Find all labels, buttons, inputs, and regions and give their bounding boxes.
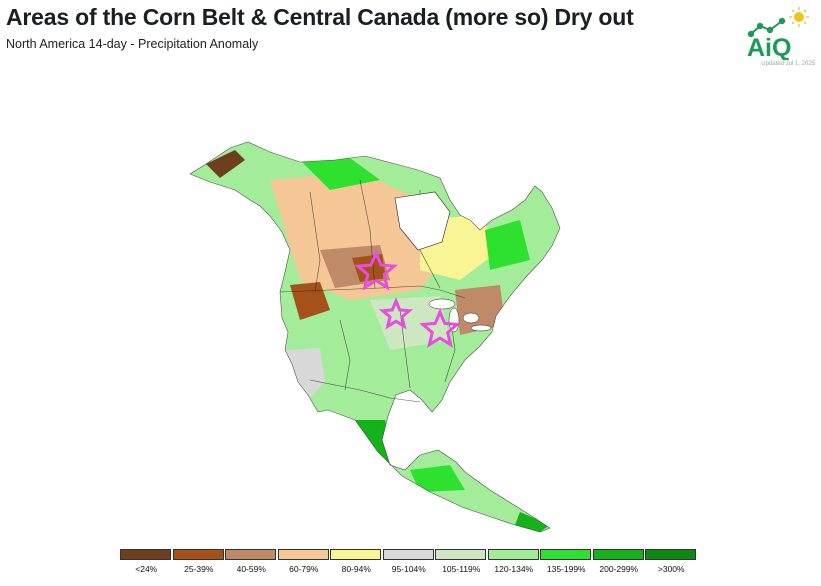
legend-swatch [382,549,434,560]
legend-swatch [435,549,486,560]
legend-swatch [172,549,224,560]
legend-swatch [592,549,644,560]
aiq-logo: AiQ [747,7,809,60]
legend-label: 135-199% [546,564,586,574]
page-subtitle: North America 14-day - Precipitation Ano… [6,37,259,51]
trend-line-icon [747,17,786,38]
legend-label: <24% [135,564,158,574]
updated-date: Updated Jul 1, 2025 [761,61,815,67]
legend-label: 95-104% [391,564,426,574]
legend-label: 25-39% [184,564,214,574]
precipitation-anomaly-map [189,141,561,533]
legend-label: 105-119% [442,564,481,574]
legend-label: >300% [657,564,685,574]
legend-swatch [225,549,276,560]
star-outline-icon [378,297,414,330]
legend-label: 40-59% [236,564,266,574]
legend-label: 120-134% [494,564,534,574]
legend-swatch [540,549,591,560]
legend-swatch [487,549,539,560]
legend-label: 200-299% [599,564,639,574]
legend-swatch [645,549,696,560]
legend-swatch [120,549,171,560]
sun-icon [789,7,809,27]
page-title: Areas of the Corn Belt & Central Canada … [6,4,634,30]
precipitation-legend: <24% 25-39% 40-59% 60-79% 80-94% 95-104% 105-1… [120,549,698,579]
legend-swatch [330,549,381,560]
legend-label: 80-94% [341,564,371,574]
legend-labels: <24% 25-39% 40-59% 60-79% 80-94% 95-104% 105-1… [120,560,698,574]
legend-swatches [120,549,698,560]
legend-swatch [277,549,329,560]
star-outline-icon [419,308,461,348]
hudson-bay [394,191,451,251]
logo-text: AiQ [747,34,791,60]
map-terrain [190,142,560,532]
star-outline-icon [354,249,398,291]
legend-label: 60-79% [289,564,319,574]
